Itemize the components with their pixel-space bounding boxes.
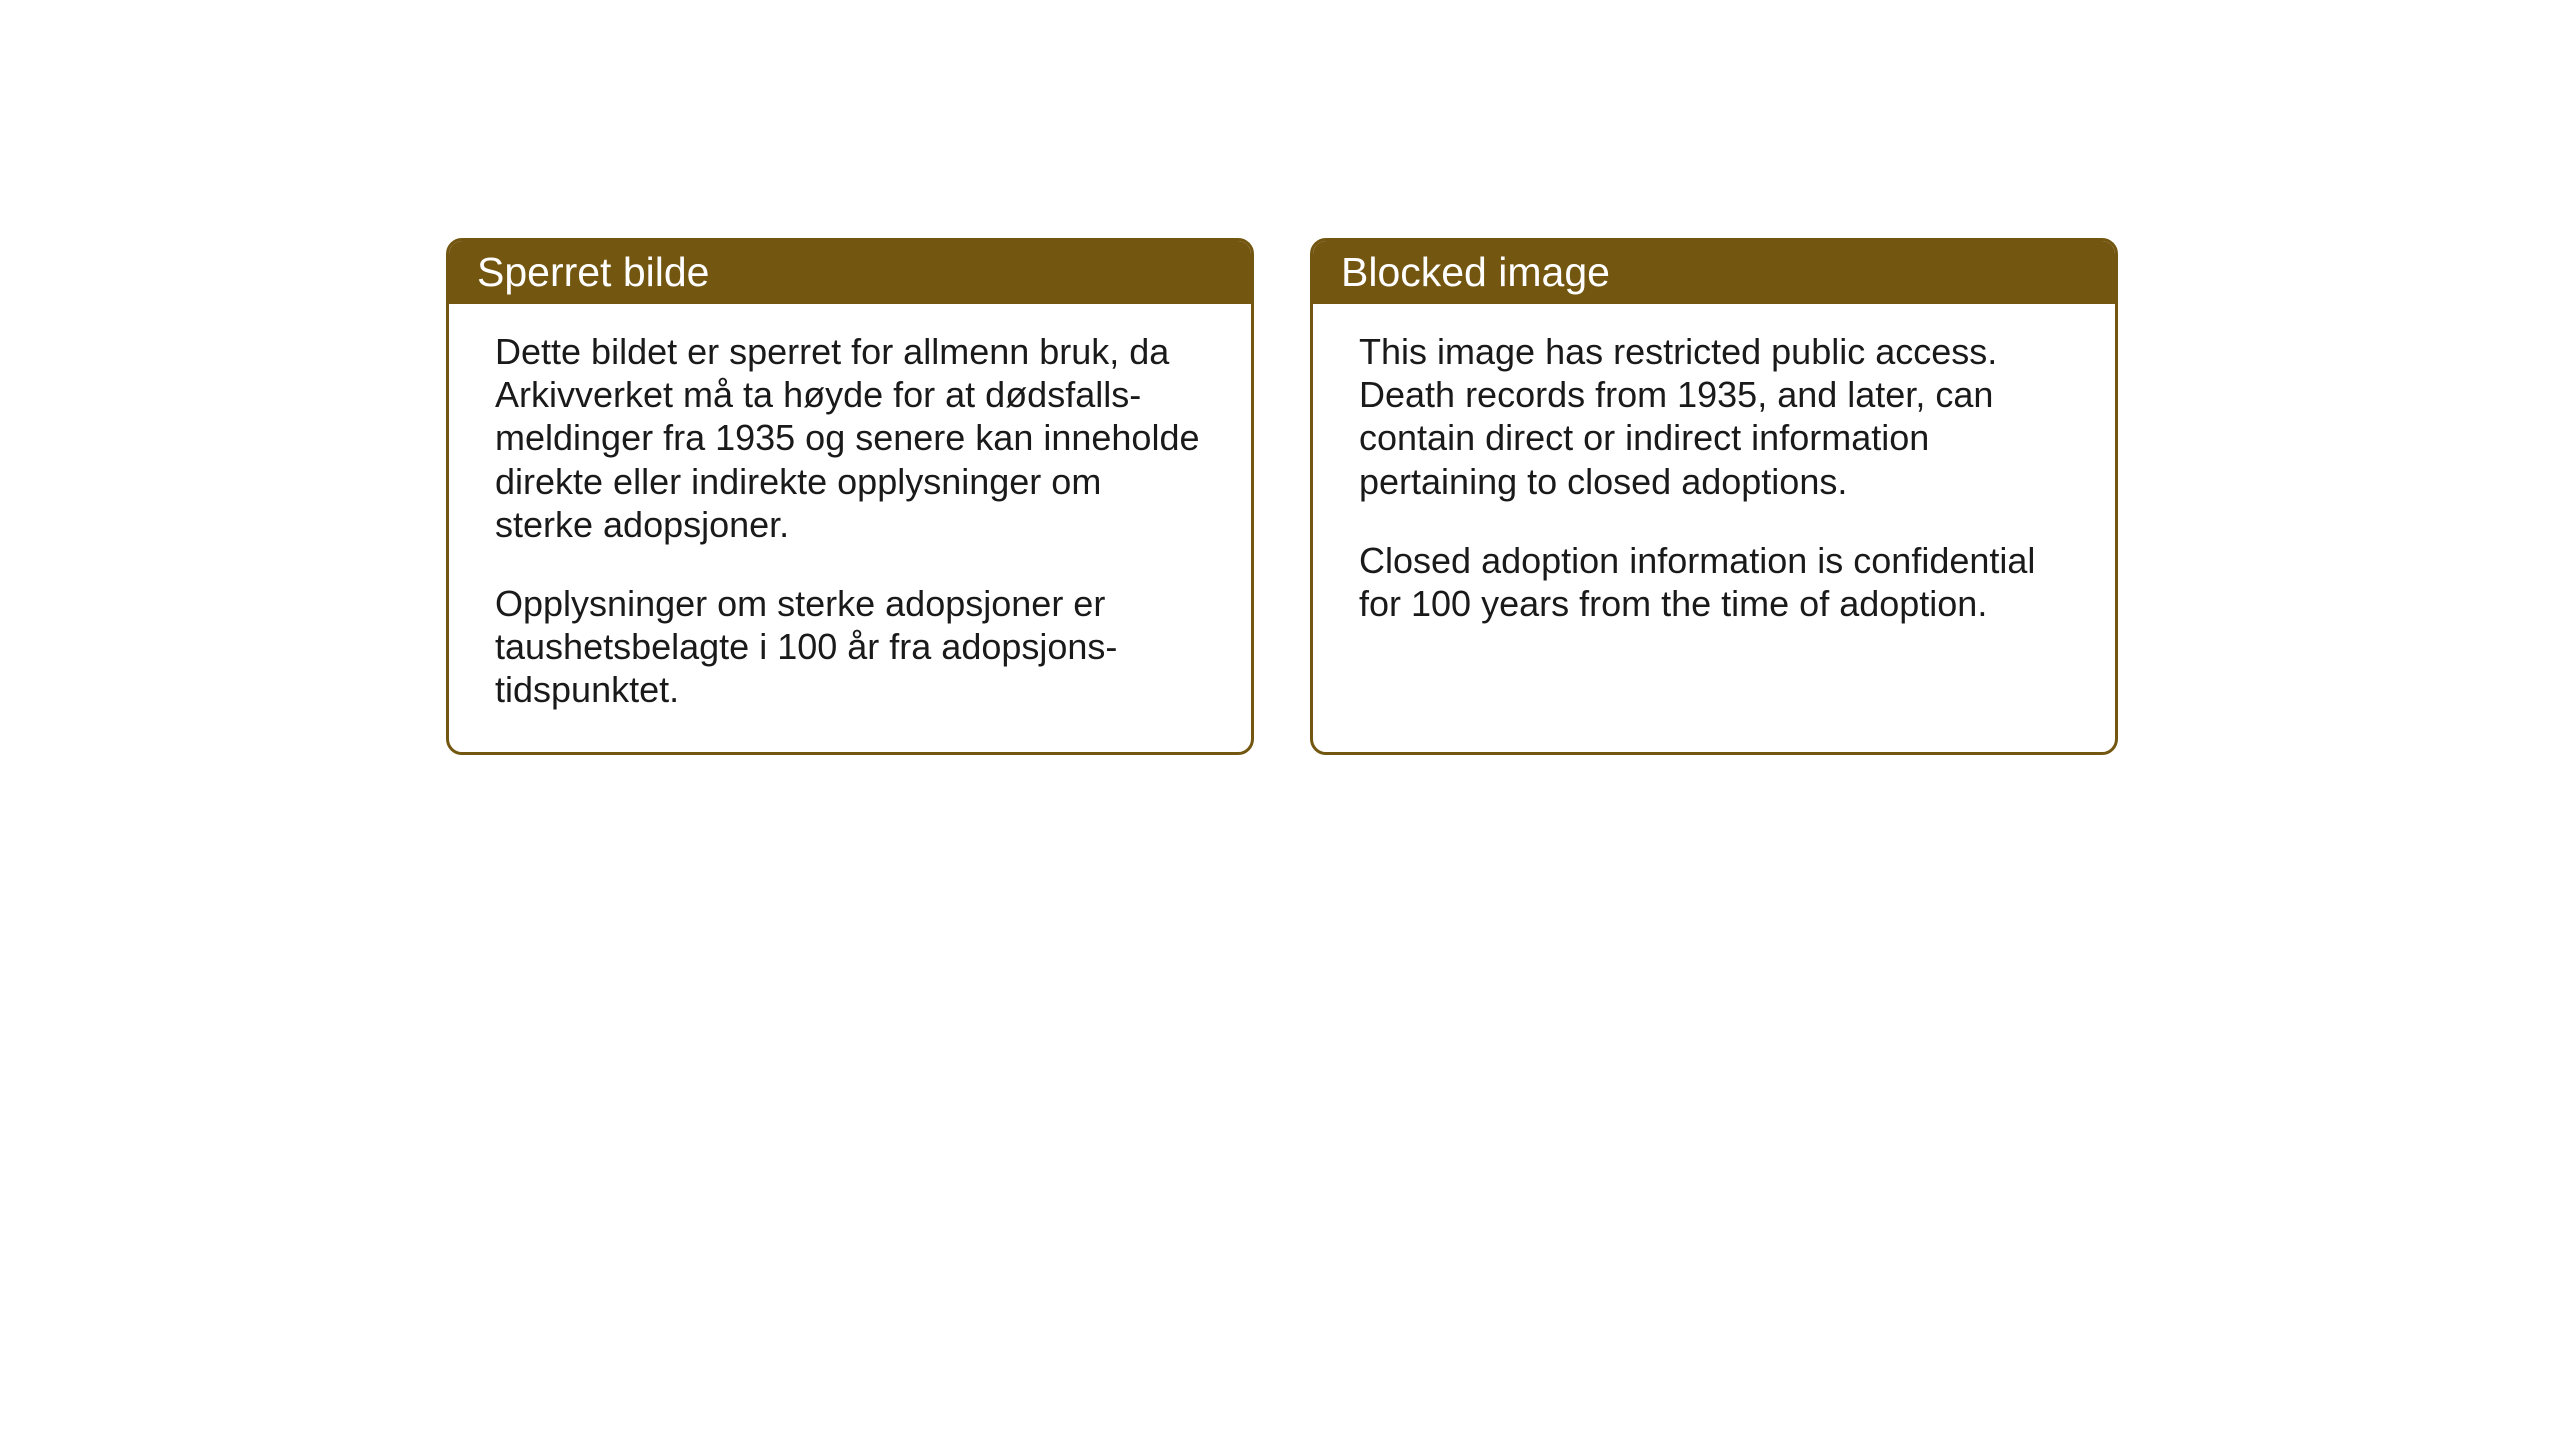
card-english-paragraph-2: Closed adoption information is confident… — [1359, 539, 2069, 625]
card-english: Blocked image This image has restricted … — [1310, 238, 2118, 755]
card-norwegian-paragraph-1: Dette bildet er sperret for allmenn bruk… — [495, 330, 1205, 546]
card-norwegian-paragraph-2: Opplysninger om sterke adopsjoner er tau… — [495, 582, 1205, 712]
card-norwegian: Sperret bilde Dette bildet er sperret fo… — [446, 238, 1254, 755]
card-norwegian-header: Sperret bilde — [449, 241, 1251, 304]
card-norwegian-body: Dette bildet er sperret for allmenn bruk… — [449, 304, 1251, 752]
card-norwegian-title: Sperret bilde — [477, 249, 709, 295]
card-english-title: Blocked image — [1341, 249, 1610, 295]
card-english-header: Blocked image — [1313, 241, 2115, 304]
cards-container: Sperret bilde Dette bildet er sperret fo… — [446, 238, 2118, 755]
card-english-body: This image has restricted public access.… — [1313, 304, 2115, 665]
card-english-paragraph-1: This image has restricted public access.… — [1359, 330, 2069, 503]
